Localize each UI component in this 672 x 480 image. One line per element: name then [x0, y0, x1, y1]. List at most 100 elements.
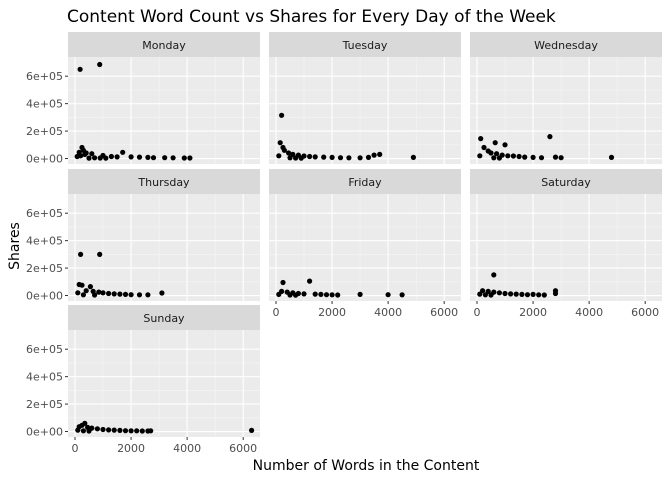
y-tick-label: 6e+05 [26, 343, 63, 356]
data-point [293, 155, 299, 161]
data-point [75, 427, 81, 433]
data-point [538, 155, 545, 161]
data-point [552, 290, 559, 297]
data-point [505, 153, 511, 159]
data-point [346, 155, 352, 161]
data-point [128, 154, 134, 160]
data-point [522, 154, 528, 160]
data-point [357, 155, 363, 161]
x-tick-label: 2000 [519, 306, 547, 319]
facet-strip-label: Monday [142, 39, 186, 52]
data-point [508, 291, 514, 297]
x-tick-label: 4000 [173, 442, 201, 455]
data-point [536, 292, 542, 298]
data-point [92, 155, 98, 161]
facet-strip-label: Sunday [143, 312, 185, 325]
data-point [318, 291, 324, 297]
data-point [329, 292, 335, 298]
data-point [410, 154, 416, 160]
data-point [249, 427, 255, 433]
panel-background [470, 194, 662, 301]
facet-friday: Friday 0 2000 4000 6000 [269, 169, 461, 319]
data-point [530, 154, 536, 160]
data-point [385, 292, 391, 298]
data-point [97, 251, 103, 257]
data-point [117, 427, 123, 433]
data-point [478, 136, 484, 142]
data-point [323, 292, 330, 298]
data-point [530, 291, 536, 297]
data-point [97, 61, 103, 68]
y-axis-title: Shares [7, 222, 23, 270]
data-point [492, 140, 498, 146]
facet-wednesday: Wednesday [470, 32, 662, 164]
data-point [279, 112, 285, 118]
data-point [96, 289, 102, 295]
data-point [277, 140, 283, 146]
facet-strip-label: Saturday [541, 176, 591, 189]
data-point [100, 290, 106, 296]
facet-strip-label: Wednesday [534, 39, 598, 52]
data-point [86, 155, 92, 161]
data-point [159, 290, 165, 296]
facet-strip-label: Thursday [137, 176, 190, 189]
data-point [510, 153, 516, 159]
data-point [187, 155, 193, 161]
data-point [365, 154, 372, 160]
data-point [513, 291, 519, 297]
x-tick-label: 4000 [575, 306, 603, 319]
data-point [293, 292, 299, 298]
data-point [134, 428, 140, 434]
facet-strip [68, 32, 260, 57]
data-point [558, 155, 564, 161]
x-tick-label: 2000 [117, 442, 145, 455]
data-point [276, 291, 282, 297]
data-point [170, 155, 176, 161]
data-point [516, 153, 522, 160]
data-point [301, 291, 307, 297]
data-point [287, 292, 293, 298]
data-point [488, 292, 494, 298]
data-point [128, 428, 134, 434]
data-point [329, 154, 335, 160]
data-point [89, 151, 95, 157]
data-point [100, 426, 106, 433]
data-point [552, 154, 559, 160]
panel-background [269, 57, 461, 164]
data-point [74, 153, 80, 160]
data-point [481, 144, 487, 151]
x-tick-label: 6000 [430, 306, 458, 319]
data-point [82, 151, 88, 157]
data-point [307, 278, 313, 284]
data-point [494, 151, 500, 157]
y-tick-label: 2e+05 [26, 262, 63, 275]
panel-background [470, 57, 662, 164]
facet-strip [269, 169, 461, 194]
data-point [150, 155, 157, 161]
data-point [488, 150, 494, 156]
data-point [75, 290, 81, 296]
data-point [491, 155, 497, 161]
x-tick-label: 0 [72, 442, 79, 455]
data-point [83, 288, 89, 294]
data-point [298, 155, 304, 161]
panel-background [68, 194, 260, 301]
data-point [92, 292, 98, 298]
data-point [502, 142, 508, 148]
y-tick-label: 4e+05 [26, 371, 63, 384]
data-point [114, 154, 120, 160]
data-point [276, 153, 282, 159]
data-point [496, 155, 502, 161]
facet-monday: Monday 0e+00 2e+05 4e+05 6e+05 [26, 32, 260, 166]
data-point [136, 292, 143, 298]
chart-title: Content Word Count vs Shares for Every D… [67, 7, 556, 27]
data-point [97, 155, 103, 161]
x-tick-label: 6000 [631, 306, 659, 319]
data-point [79, 282, 85, 288]
data-point [106, 427, 112, 433]
data-point [136, 154, 143, 160]
data-point [482, 292, 488, 298]
data-point [287, 155, 293, 161]
data-point [491, 272, 497, 278]
data-point [335, 292, 341, 298]
